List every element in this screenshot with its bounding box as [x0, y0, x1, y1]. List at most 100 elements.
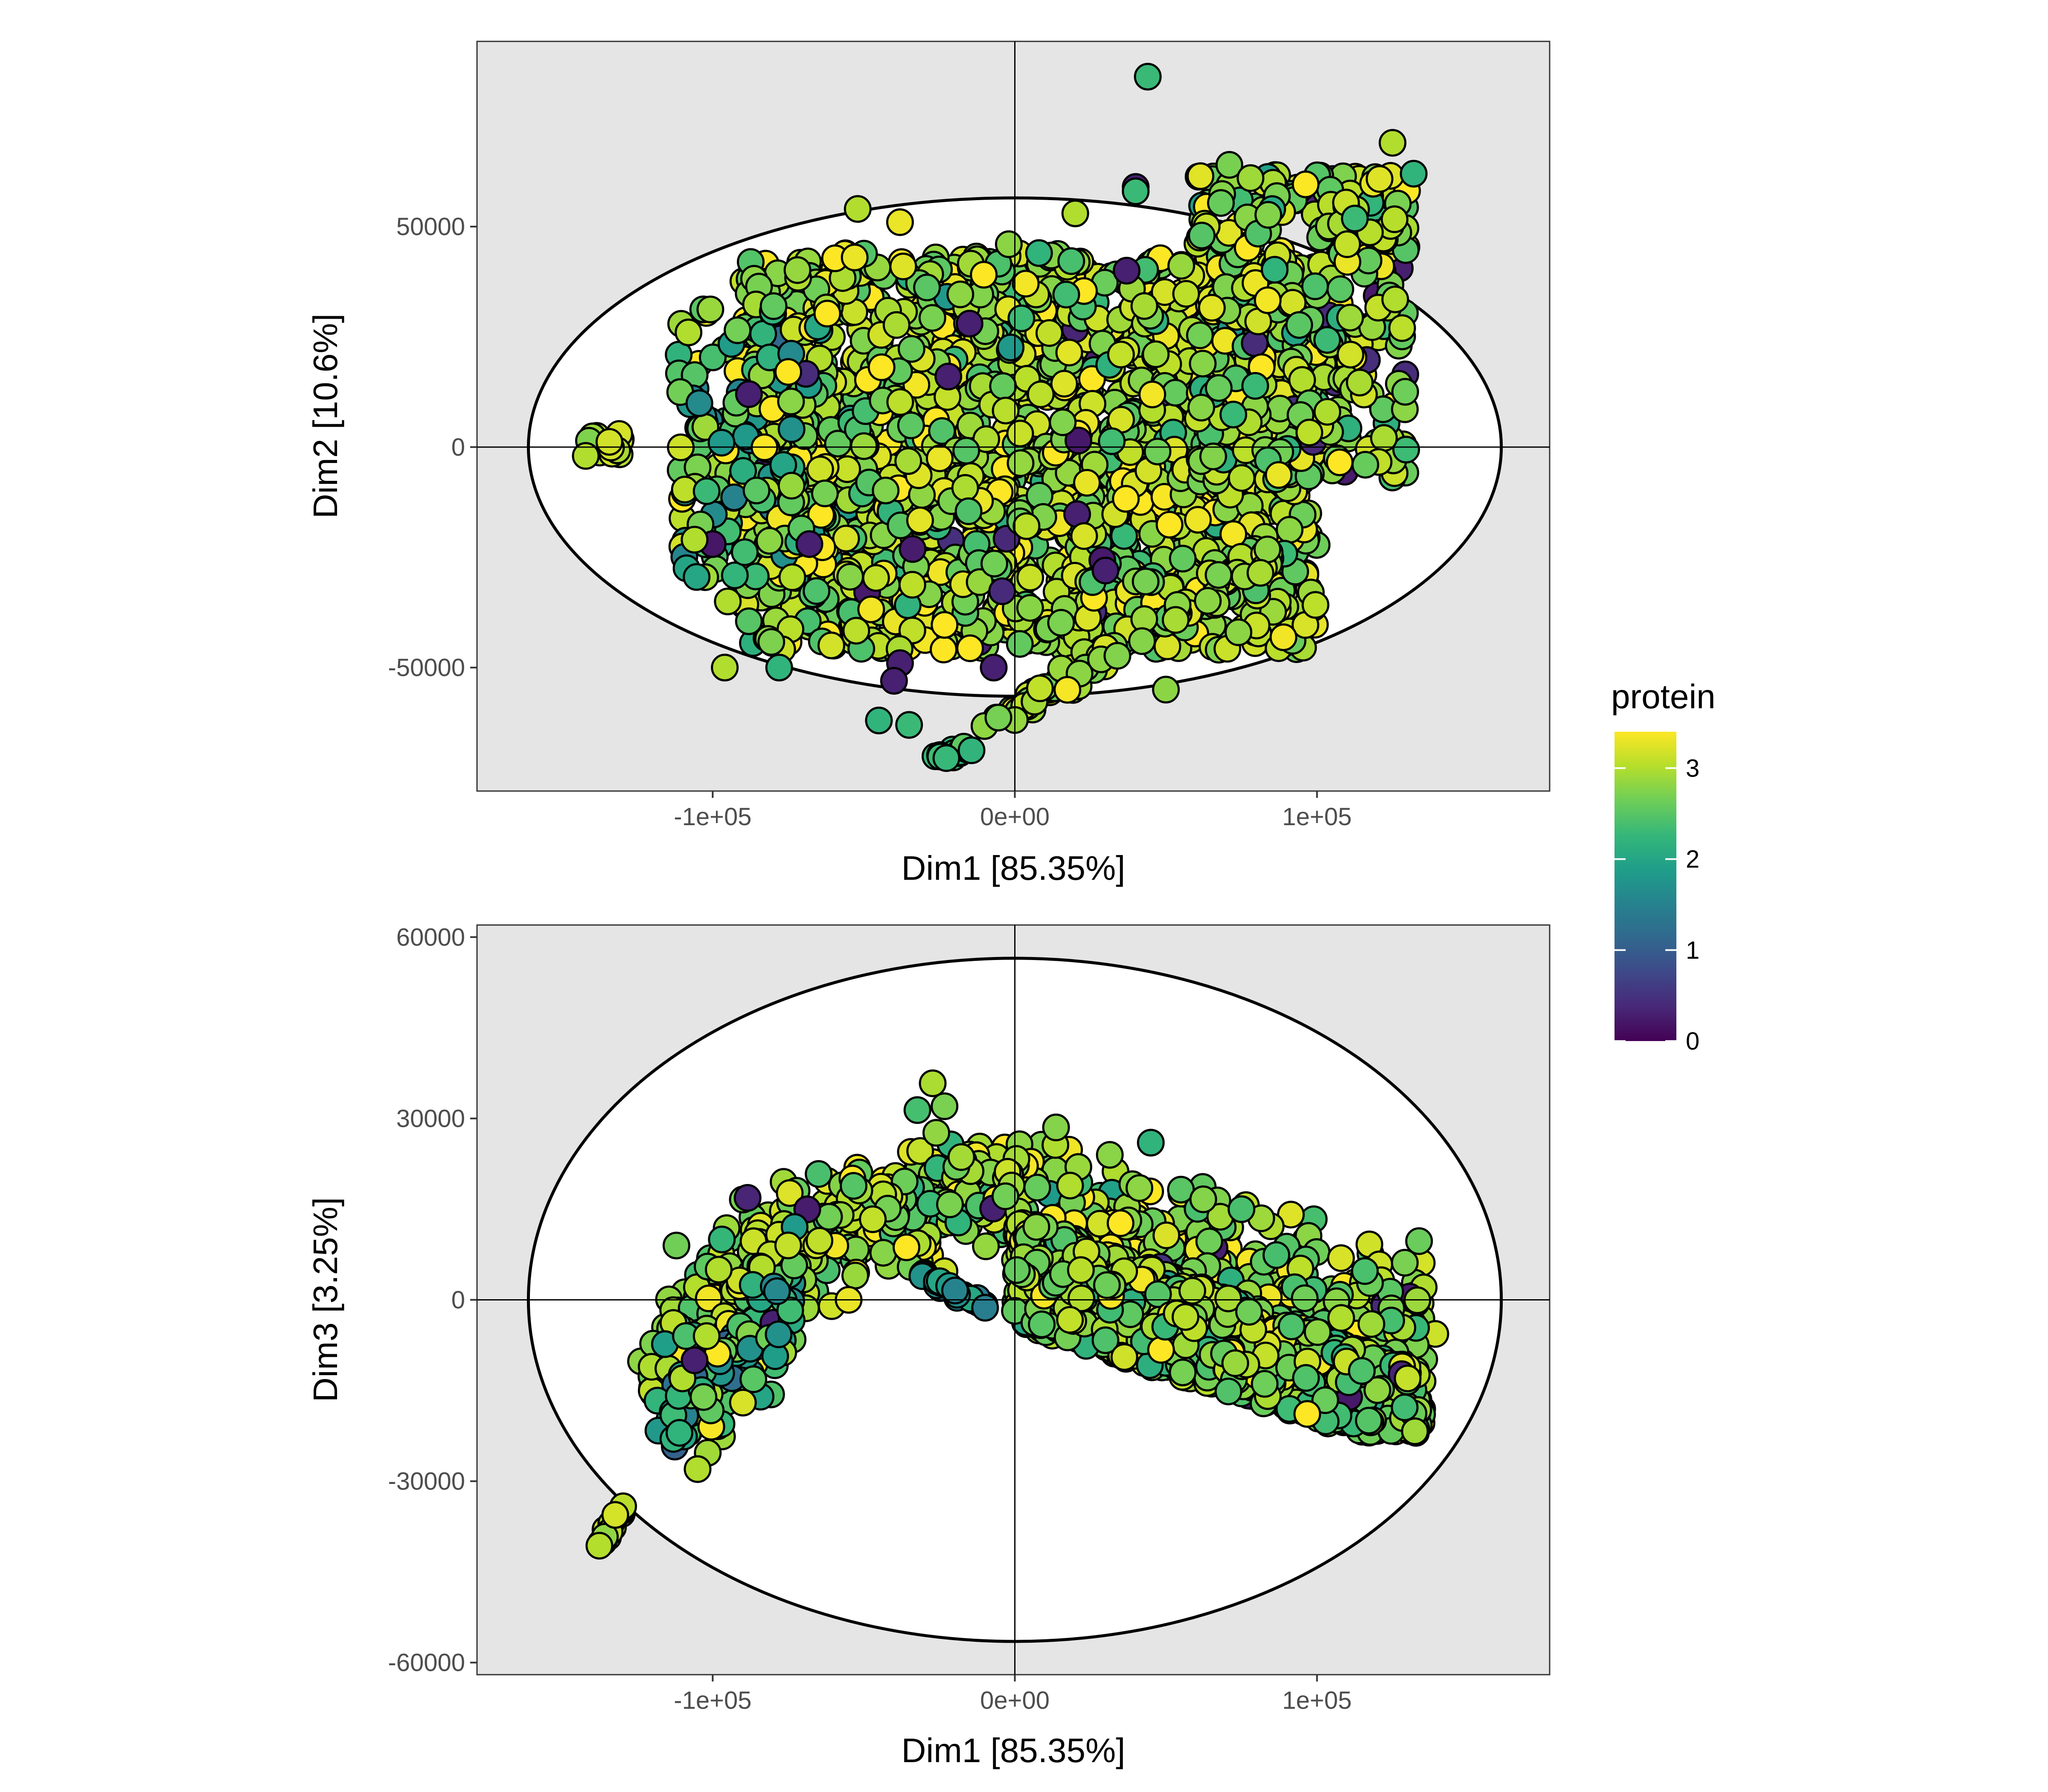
data-point — [1006, 630, 1034, 658]
data-point — [1261, 256, 1289, 284]
data-point — [1142, 340, 1170, 368]
data-point — [928, 417, 956, 445]
data-point — [724, 316, 752, 344]
data-point — [1132, 567, 1160, 596]
data-point — [995, 230, 1023, 258]
data-point — [1351, 451, 1379, 479]
data-point — [1187, 162, 1215, 190]
data-point — [1187, 393, 1215, 422]
data-point — [742, 477, 771, 505]
data-point — [1161, 378, 1190, 407]
data-point — [756, 527, 783, 555]
data-point — [595, 428, 623, 456]
data-point — [970, 261, 998, 289]
data-point — [903, 1096, 931, 1124]
data-point — [692, 477, 721, 505]
data-point — [1137, 1129, 1165, 1157]
x-tick-label: 1e+05 — [1282, 803, 1352, 831]
data-point — [1401, 1417, 1429, 1446]
data-point — [897, 411, 925, 439]
data-point — [1147, 1336, 1175, 1364]
data-point — [1016, 564, 1044, 592]
data-point — [1405, 1227, 1433, 1255]
data-point — [931, 611, 959, 639]
data-point — [684, 1455, 712, 1483]
data-point — [783, 256, 812, 284]
y-tick-label: -50000 — [388, 654, 465, 682]
bottom-x-axis-ticks: -1e+05 0e+00 1e+05 — [674, 1675, 1352, 1714]
data-point — [729, 457, 757, 485]
data-point — [1056, 1306, 1084, 1334]
x-tick-label: -1e+05 — [674, 803, 751, 831]
x-tick-label: 0e+00 — [980, 1687, 1050, 1714]
data-point — [1134, 63, 1162, 91]
top-points — [572, 63, 1428, 772]
data-point — [1288, 366, 1316, 394]
data-point — [1236, 164, 1265, 192]
data-point — [957, 736, 986, 764]
data-point — [1195, 1228, 1223, 1256]
legend-tick-label: 3 — [1686, 754, 1699, 782]
data-point — [1363, 1376, 1391, 1404]
data-point — [882, 311, 911, 339]
data-point — [894, 447, 922, 475]
legend-colorbar — [1615, 732, 1676, 1041]
data-point — [699, 343, 727, 372]
y-tick-label: 0 — [451, 433, 465, 461]
data-point — [731, 538, 759, 566]
data-point — [1348, 1357, 1376, 1385]
data-point — [739, 1365, 768, 1393]
data-point — [729, 1388, 757, 1417]
data-point — [813, 300, 841, 328]
data-point — [1155, 511, 1184, 539]
data-point — [1336, 340, 1364, 369]
data-point — [895, 711, 923, 739]
data-point — [714, 588, 742, 616]
data-point — [765, 654, 793, 682]
y-tick-label: -30000 — [388, 1468, 465, 1495]
data-point — [1277, 1312, 1306, 1341]
data-point — [984, 704, 1012, 732]
data-point — [1007, 304, 1036, 332]
data-point — [1365, 165, 1393, 193]
data-point — [1214, 1377, 1242, 1405]
data-point — [1399, 160, 1428, 188]
data-point — [1293, 1400, 1321, 1428]
data-point — [1327, 1304, 1355, 1332]
bottom-panel: -1e+05 0e+00 1e+05 60000300000-30000-60000… — [306, 923, 1551, 1769]
data-point — [898, 571, 926, 599]
data-point — [1313, 326, 1341, 354]
data-point — [1199, 442, 1227, 471]
data-point — [776, 1179, 804, 1207]
data-point — [683, 563, 711, 591]
data-point — [1204, 374, 1233, 402]
data-point — [955, 310, 983, 337]
data-point — [980, 654, 1008, 682]
data-point — [1241, 372, 1269, 400]
data-point — [1291, 1284, 1319, 1312]
data-point — [1025, 239, 1053, 267]
data-point — [1052, 280, 1080, 308]
data-point — [1204, 561, 1233, 589]
data-point — [954, 497, 983, 525]
data-point — [1265, 461, 1293, 489]
data-point — [840, 1172, 868, 1200]
data-point — [1035, 319, 1063, 347]
data-point — [951, 474, 979, 502]
data-point — [1169, 544, 1197, 573]
data-point — [1098, 427, 1126, 455]
data-point — [1130, 292, 1158, 320]
data-point — [1053, 676, 1082, 704]
data-point — [1012, 512, 1041, 540]
data-point — [705, 1256, 733, 1284]
data-point — [1263, 1241, 1290, 1269]
data-point — [922, 1119, 950, 1147]
data-point — [1336, 303, 1364, 332]
data-point — [1128, 627, 1156, 655]
data-point — [934, 363, 963, 390]
legend-tick-label: 1 — [1686, 937, 1699, 964]
data-point — [897, 335, 925, 363]
